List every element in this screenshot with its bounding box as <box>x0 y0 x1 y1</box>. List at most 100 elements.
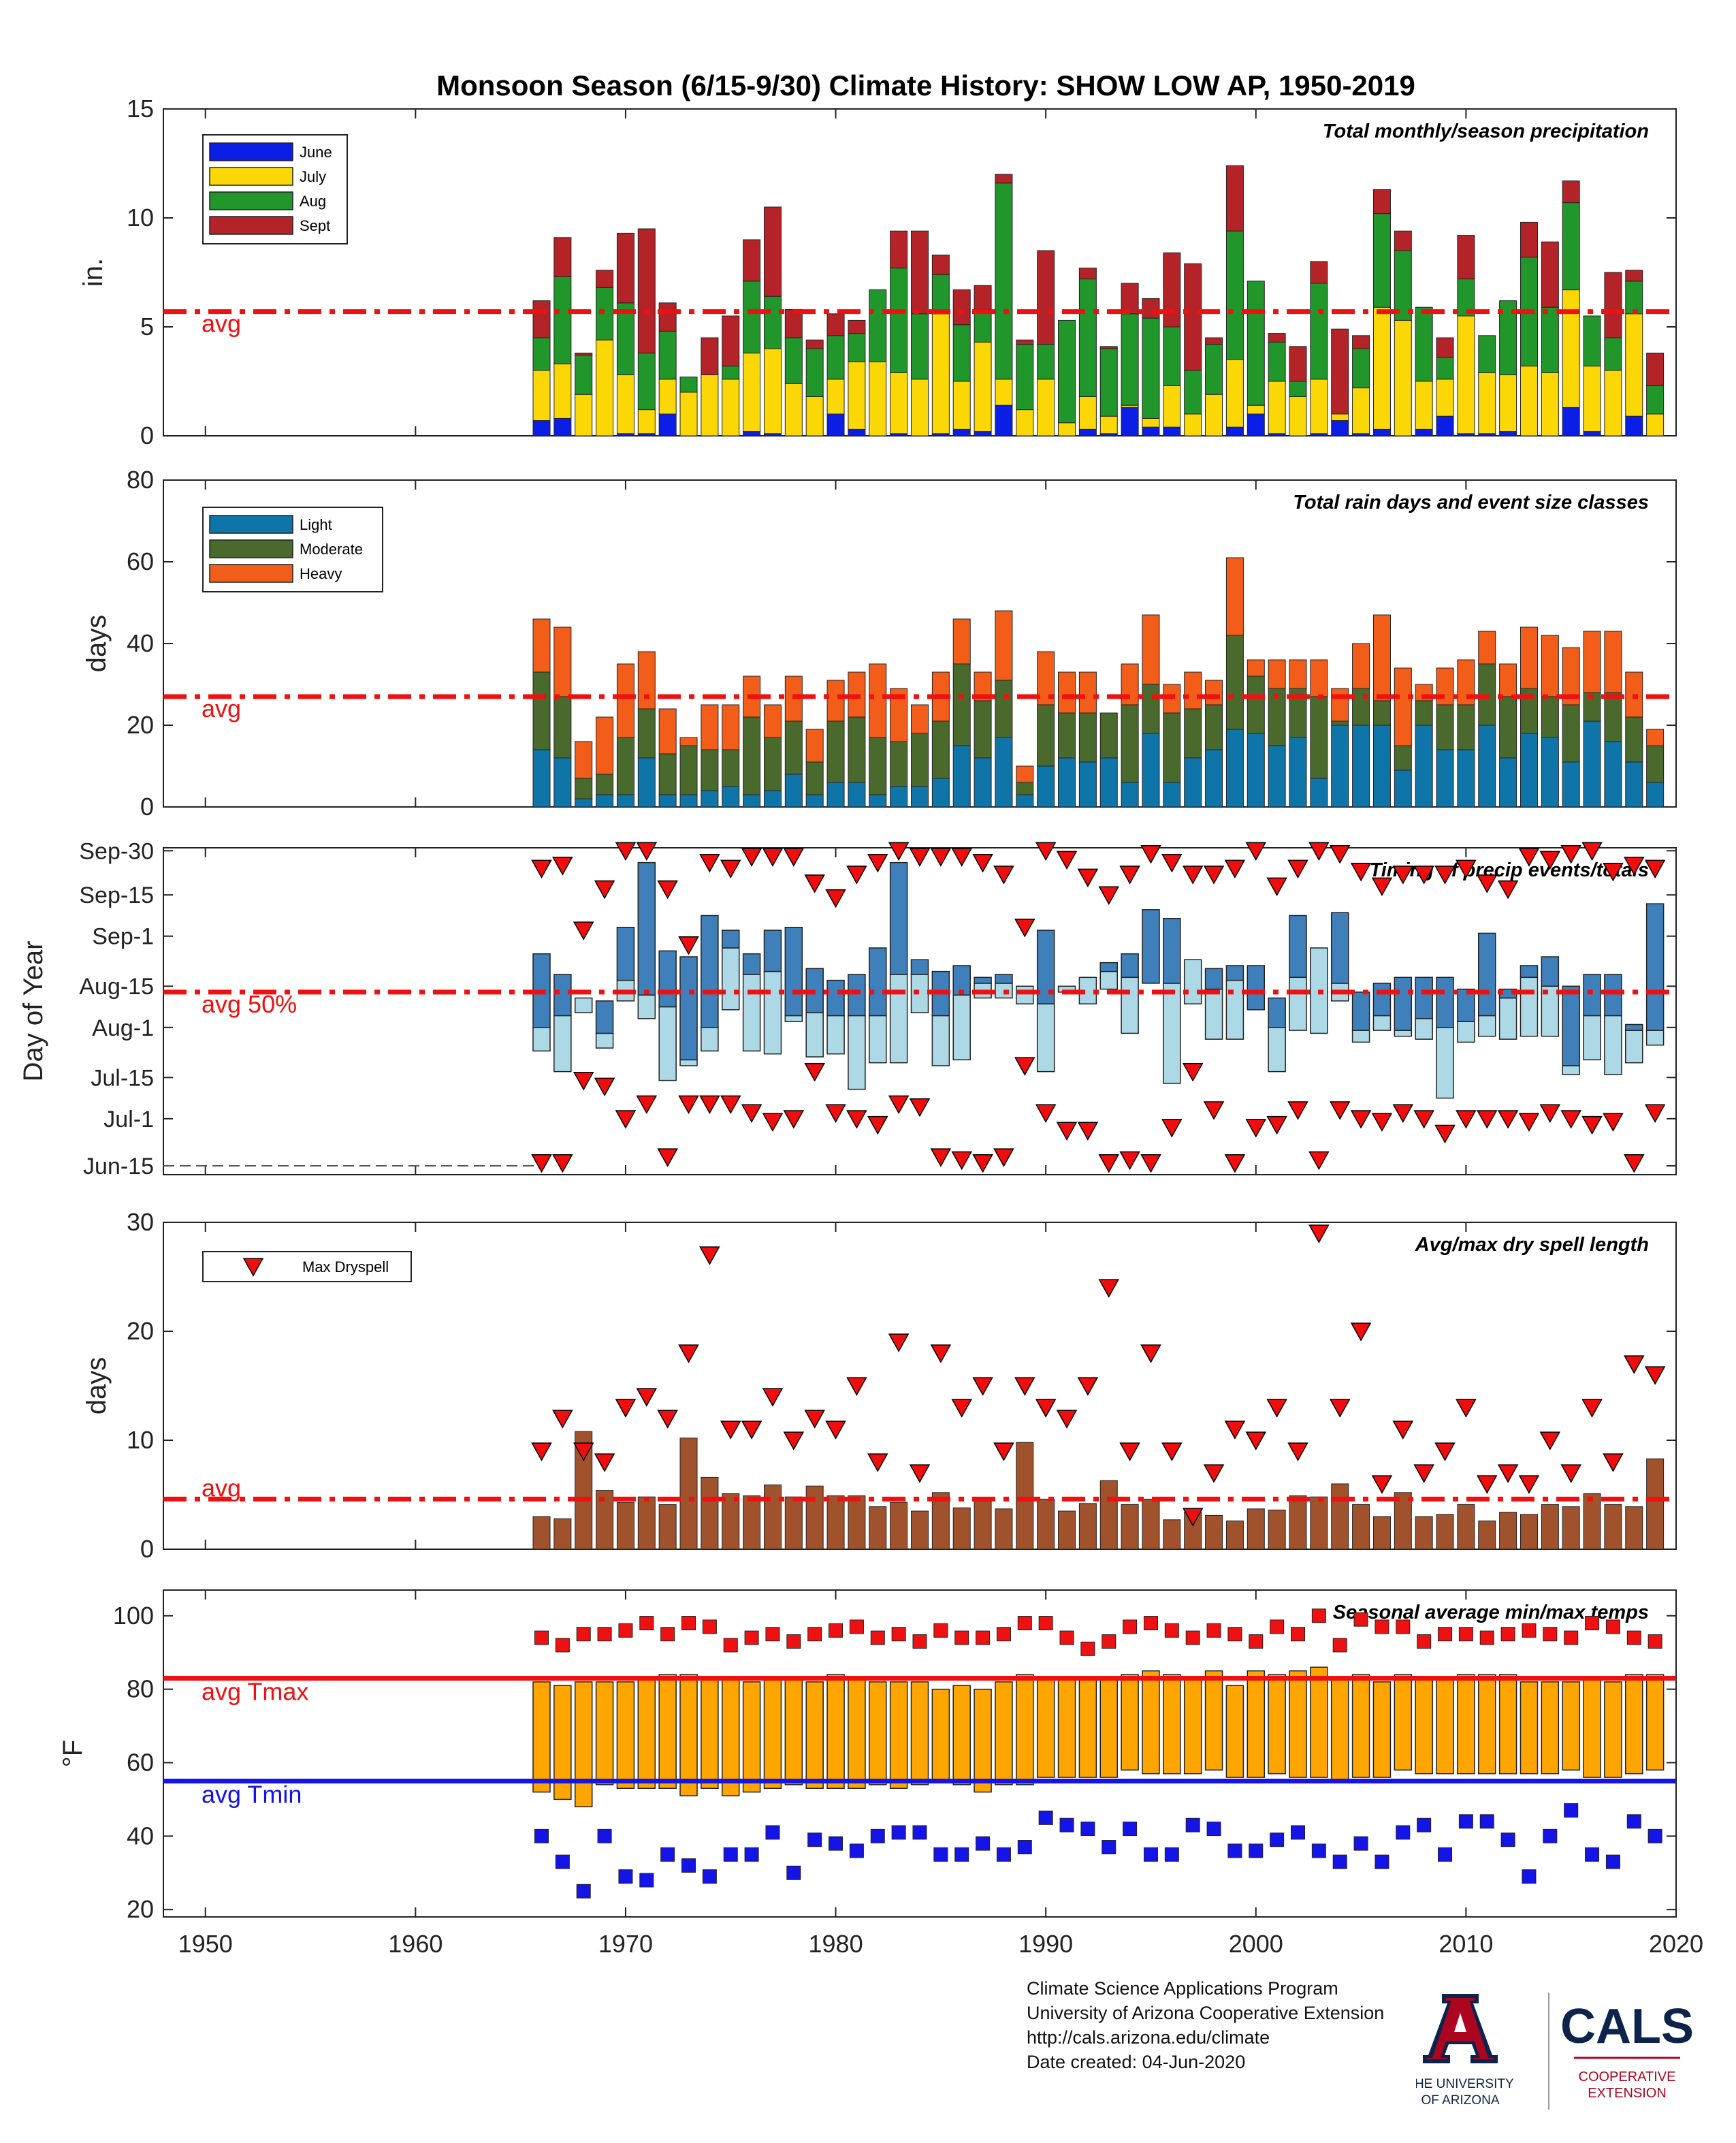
temp-range-bar <box>722 1677 740 1796</box>
precip-bar-segment <box>1078 428 1097 436</box>
precip-bar-segment <box>1225 230 1244 360</box>
first-event-marker <box>1056 1122 1078 1141</box>
rain-day-bar-segment <box>1394 769 1412 808</box>
rain-day-bar-segment <box>658 708 677 755</box>
timing-lower-box <box>805 1012 824 1058</box>
max-temp-marker <box>1185 1630 1200 1645</box>
timing-lower-box <box>1225 979 1244 1040</box>
rain-day-bar-segment <box>1520 626 1538 689</box>
rain-day-bar-segment <box>1604 631 1622 693</box>
rain-day-bar-segment <box>532 618 551 673</box>
rain-day-bar-segment <box>1604 741 1622 808</box>
max-temp-marker <box>618 1623 633 1638</box>
rain-day-bar-segment <box>1478 725 1496 808</box>
y-tick-label: 20 <box>127 1317 154 1345</box>
x-tick-label: 1960 <box>388 1930 443 1958</box>
y-tick-label: 10 <box>127 1426 154 1454</box>
precip-bar-segment <box>1310 379 1328 434</box>
timing-lower-box <box>658 1006 677 1081</box>
y-tick-label: 0 <box>140 422 154 449</box>
rain-day-bar-segment <box>1646 745 1665 783</box>
temp-range-bar <box>1330 1677 1349 1782</box>
precip-bar-segment <box>1394 250 1412 321</box>
max-temp-marker <box>1206 1623 1221 1638</box>
timing-upper-box <box>784 927 803 1017</box>
max-temp-marker <box>1227 1627 1242 1642</box>
rain-day-bar-segment <box>911 704 929 734</box>
max-dryspell-marker <box>1077 1377 1099 1396</box>
rain-day-bar-segment <box>1184 757 1202 808</box>
min-temp-marker <box>1417 1817 1432 1832</box>
temp-range-bar <box>1351 1674 1370 1778</box>
precip-bar-segment <box>553 363 572 419</box>
precip-bar-segment <box>743 239 761 282</box>
max-temp-marker <box>1417 1634 1432 1649</box>
precip-bar-segment <box>1163 385 1181 428</box>
timing-upper-box <box>1163 918 1181 984</box>
max-temp-marker <box>1311 1608 1326 1623</box>
max-temp-marker <box>870 1630 885 1645</box>
last-event-marker <box>699 853 720 873</box>
last-event-marker <box>1539 851 1561 870</box>
rain-day-bar-segment <box>575 778 593 799</box>
rain-day-bar-segment <box>1184 708 1202 759</box>
precip-bar-segment <box>1646 413 1665 436</box>
rain-day-bar-segment <box>763 704 782 738</box>
rain-day-bar-segment <box>1037 704 1055 767</box>
max-temp-marker <box>1500 1627 1515 1642</box>
last-event-marker <box>615 842 637 861</box>
timing-upper-box <box>1121 953 1139 979</box>
min-temp-marker <box>1080 1822 1095 1837</box>
precip-bar-segment <box>995 404 1013 436</box>
rain-day-bar-segment <box>869 794 887 808</box>
max-dryspell-marker <box>930 1344 952 1363</box>
first-event-marker <box>993 1148 1014 1167</box>
average-label: avg Tmax <box>202 1677 308 1705</box>
avg-dryspell-bar <box>1625 1506 1643 1550</box>
y-tick-label: Sep-1 <box>92 924 154 950</box>
precip-bar-segment <box>1099 415 1118 434</box>
y-axis-label: in. <box>78 258 108 287</box>
timing-lower-box <box>595 1032 614 1049</box>
min-temp-marker <box>1291 1825 1305 1840</box>
max-temp-marker <box>976 1630 991 1645</box>
avg-dryspell-bar <box>1499 1512 1517 1550</box>
rain-day-bar-segment <box>1394 667 1412 746</box>
avg-dryspell-bar <box>805 1485 824 1550</box>
precip-bar-segment <box>1310 261 1328 284</box>
max-temp-marker <box>912 1634 927 1649</box>
max-dryspell-marker <box>972 1377 993 1396</box>
min-temp-marker <box>1206 1822 1221 1837</box>
max-temp-marker <box>1017 1616 1032 1631</box>
rain-day-bar-segment <box>1352 688 1370 726</box>
first-event-marker <box>1518 1113 1540 1132</box>
max-temp-marker <box>849 1619 864 1634</box>
temp-range-bar <box>1520 1681 1539 1775</box>
timing-lower-box <box>826 1015 845 1055</box>
precip-bar-segment <box>743 431 761 436</box>
timing-lower-box <box>722 947 740 1011</box>
precip-bar-segment <box>1205 344 1223 395</box>
rain-day-bar-segment <box>1078 671 1097 714</box>
footer-url[interactable]: http://cals.arizona.edu/climate <box>1027 2027 1270 2048</box>
rain-day-bar-segment <box>1436 704 1454 750</box>
timing-lower-box <box>1121 977 1139 1034</box>
precip-bar-segment <box>1436 337 1454 358</box>
precip-bar-segment <box>974 285 992 310</box>
rain-day-bar-segment <box>1520 733 1538 808</box>
precip-bar-segment <box>1352 335 1370 349</box>
y-tick-label: 100 <box>113 1602 154 1630</box>
precip-bar-segment <box>1583 431 1601 436</box>
y-tick-label: 0 <box>140 793 154 821</box>
max-dryspell-marker <box>1203 1464 1225 1483</box>
max-temp-marker <box>660 1627 675 1642</box>
precip-bar-segment <box>1289 346 1307 382</box>
timing-upper-box <box>1520 965 1539 979</box>
university-logo: THE UNIVERSITY OF ARIZONA CALS COOPERATI… <box>1416 1993 1694 2110</box>
max-dryspell-marker <box>1245 1431 1267 1450</box>
avg-dryspell-bar <box>1016 1442 1034 1550</box>
min-temp-marker <box>1647 1828 1662 1843</box>
rain-day-bar-segment <box>722 786 740 808</box>
temp-range-bar <box>1478 1674 1496 1775</box>
avg-dryspell-bar <box>1415 1516 1433 1550</box>
